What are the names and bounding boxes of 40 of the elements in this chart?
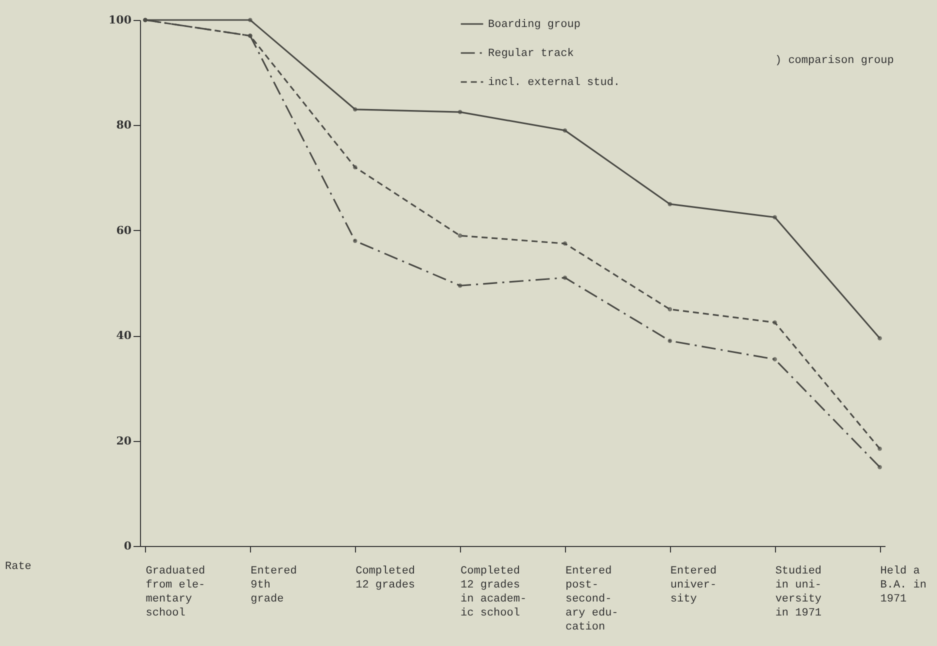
point (878, 446, 882, 451)
point (143, 18, 148, 22)
y-tick-label: 100 (108, 14, 132, 26)
point (458, 234, 462, 238)
legend-label: incl. external stud. (488, 77, 620, 89)
x-tick-label: Entered 9th grade (250, 566, 297, 606)
point (248, 34, 252, 38)
point (562, 128, 568, 133)
x-tick-label: Studied in uni- versity in 1971 (775, 566, 822, 620)
point (562, 241, 568, 246)
point (352, 238, 358, 244)
x-tick-label: Completed 12 grades (356, 566, 416, 592)
point (772, 320, 777, 325)
legend-label: Regular track (488, 48, 574, 60)
x-tick-label: Held a B.A. in 1971 (880, 566, 926, 606)
x-tick-label: Entered univer- sity (670, 566, 717, 606)
point (878, 464, 882, 470)
y-tick-label: 40 (116, 329, 132, 342)
point (668, 338, 672, 343)
point (562, 276, 568, 280)
point (668, 307, 672, 312)
point (458, 110, 462, 114)
y-tick-label: 0 (124, 540, 132, 552)
x-tick-label: Completed 12 grades in academ- ic school (460, 566, 527, 620)
annotation: ) comparison group (775, 55, 894, 67)
y-tick-label: 20 (116, 434, 132, 448)
point (772, 357, 777, 362)
point (248, 18, 252, 22)
legend-label: Boarding group (488, 19, 580, 31)
point (772, 215, 777, 220)
point (458, 284, 462, 288)
y-tick-label: 60 (116, 224, 132, 237)
point (668, 202, 672, 206)
point (878, 336, 882, 340)
point (352, 107, 358, 112)
x-tick-label: Entered post- second- ary edu- cation (565, 566, 618, 634)
text: Rate (5, 561, 32, 573)
point (352, 165, 358, 170)
y-tick-label: 80 (116, 118, 132, 132)
x-tick-label: Graduated from ele- mentary school (146, 566, 206, 620)
